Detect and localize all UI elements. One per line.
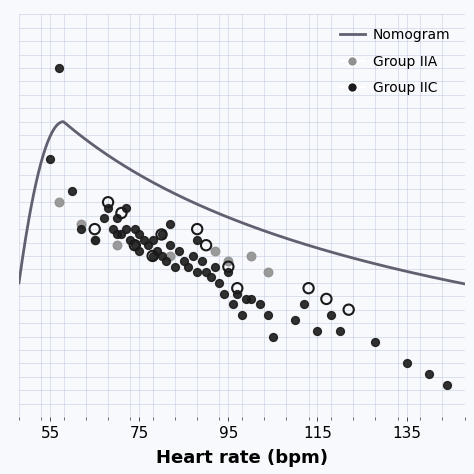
Point [136,231,143,238]
Point [113,241,121,249]
Point [91,225,99,233]
Point [193,236,201,244]
Point [69,188,76,195]
Point [113,231,121,238]
Point [131,225,138,233]
Point [202,268,210,276]
Point [211,247,219,255]
Point [193,225,201,233]
Point [211,263,219,271]
Point [167,241,174,249]
Point [323,295,330,303]
Point [207,273,214,281]
Point [140,236,147,244]
Point [100,215,108,222]
Point [78,225,85,233]
Point [91,236,99,244]
Point [305,284,312,292]
Point [149,252,156,260]
Point [180,257,188,265]
Point [118,209,125,217]
Point [198,257,205,265]
Point [225,257,232,265]
Point [131,241,138,249]
Point [149,252,156,260]
Point [55,199,63,206]
Point [242,295,250,303]
Point [118,231,125,238]
Point [153,247,161,255]
Point [229,301,237,308]
Point [216,279,223,287]
Point [425,370,433,378]
Point [336,328,344,335]
Point [158,231,165,238]
Point [269,333,277,340]
Point [167,252,174,260]
Point [403,360,410,367]
Point [234,284,241,292]
Point [131,241,138,249]
Point [175,247,183,255]
Point [314,328,321,335]
Point [256,301,264,308]
Point [158,252,165,260]
Point [372,338,379,346]
Point [167,220,174,228]
Point [264,311,272,319]
Point [184,263,192,271]
Point [78,220,85,228]
Point [443,381,450,389]
Point [127,236,134,244]
Point [225,263,232,271]
Point [247,295,255,303]
Point [171,263,179,271]
Point [220,290,228,297]
Point [104,199,112,206]
Point [292,317,299,324]
Point [234,290,241,297]
Point [193,268,201,276]
Point [202,241,210,249]
Point [247,252,255,260]
Point [104,204,112,211]
Point [91,236,99,244]
Point [113,215,121,222]
X-axis label: Heart rate (bpm): Heart rate (bpm) [156,449,328,467]
Point [149,236,156,244]
Point [327,311,335,319]
Point [145,241,152,249]
Point [46,155,54,163]
Point [109,225,116,233]
Point [225,268,232,276]
Point [122,225,130,233]
Point [55,64,63,72]
Point [162,257,170,265]
Point [345,306,353,313]
Point [158,231,165,238]
Point [238,311,246,319]
Point [264,268,272,276]
Point [136,247,143,255]
Point [189,252,197,260]
Point [301,301,308,308]
Legend: Nomogram, Group IIA, Group IIC: Nomogram, Group IIA, Group IIC [333,21,457,102]
Point [122,204,130,211]
